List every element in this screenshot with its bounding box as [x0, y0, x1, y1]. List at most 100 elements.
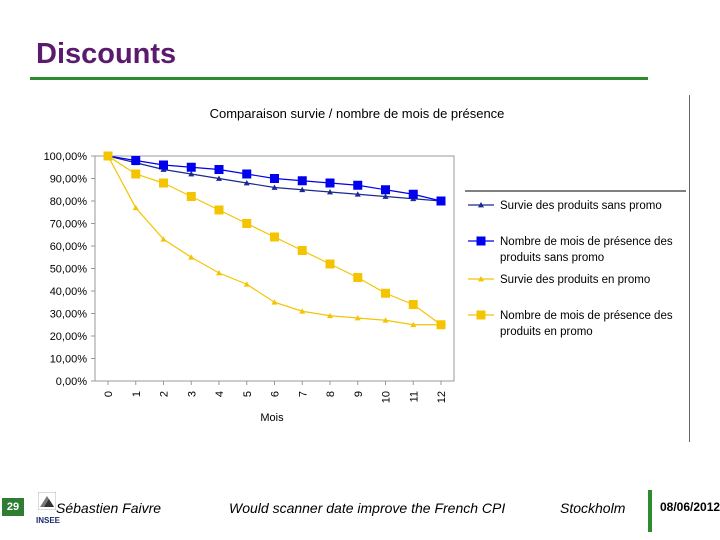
legend-label: produits sans promo [500, 252, 604, 264]
y-tick-label: 60,00% [50, 241, 88, 253]
series-point [160, 236, 167, 242]
x-tick-label: 7 [297, 391, 309, 397]
y-tick-label: 100,00% [44, 151, 88, 163]
series-point [159, 160, 168, 170]
series-point [478, 202, 484, 208]
y-tick-label: 70,00% [50, 219, 88, 231]
series-point [132, 204, 139, 211]
x-tick-label: 4 [214, 391, 226, 397]
series-point [131, 169, 141, 179]
series-point [325, 178, 335, 188]
series-point [186, 162, 196, 172]
footer-date: 08/06/2012 [660, 500, 720, 514]
series-point [270, 232, 279, 242]
y-tick-label: 90,00% [50, 174, 88, 186]
series-point [186, 192, 196, 201]
insee-logo: INSEE [36, 492, 61, 532]
series-point [297, 176, 307, 186]
y-tick-label: 50,00% [50, 264, 88, 276]
y-tick-label: 20,00% [50, 331, 88, 343]
footer-author: Sébastien Faivre [56, 500, 162, 516]
series-point [270, 174, 279, 183]
legend-label: Survie des produits sans promo [500, 200, 662, 212]
series-point [381, 185, 390, 195]
footer-presentation: Would scanner date improve the French CP… [229, 500, 506, 516]
y-tick-label: 30,00% [50, 309, 88, 321]
legend-entry: Survie des produits en promo [468, 274, 650, 286]
series-point [327, 312, 333, 319]
legend-entry: Nombre de mois de présence des produits e… [468, 310, 673, 338]
x-tick-label: 5 [242, 391, 254, 397]
series-point [271, 184, 278, 190]
series-point [216, 270, 222, 276]
series-point [188, 171, 195, 177]
y-tick-label: 0,00% [56, 376, 87, 388]
y-axis: 0,00% 10,00% 20,00% 30,00% 40,00% 50,00% 60,00… [44, 151, 95, 388]
series-point [381, 288, 390, 298]
legend-label: Survie des produits en promo [500, 274, 650, 286]
series-point [216, 175, 222, 181]
series-point [353, 180, 363, 190]
series-point [382, 317, 389, 323]
legend-label: Nombre de mois de présence des [500, 310, 673, 322]
series-point [214, 165, 224, 174]
series-point [382, 193, 389, 199]
x-tick-label: 10 [381, 391, 393, 403]
series-point [408, 189, 418, 199]
series-point [131, 156, 141, 165]
series-point [242, 219, 252, 228]
x-axis-label: Mois [260, 412, 284, 424]
y-tick-label: 10,00% [50, 354, 88, 366]
x-tick-label: 2 [159, 391, 171, 397]
series-point [476, 310, 486, 320]
series-point [354, 315, 361, 321]
x-tick-label: 6 [270, 391, 282, 397]
series-point [299, 308, 306, 314]
right-divider [689, 95, 690, 442]
y-tick-label: 80,00% [50, 196, 88, 208]
series-3 [103, 151, 446, 330]
title-divider [30, 77, 648, 80]
x-tick-label: 1 [131, 391, 143, 397]
series-point [299, 186, 306, 193]
x-tick-label: 9 [353, 391, 365, 397]
series-point [354, 191, 361, 197]
chart-legend: Survie des produits sans promo Nombre de … [468, 200, 673, 338]
series-point [214, 205, 224, 215]
legend-label: produits en promo [500, 326, 593, 338]
series-point [353, 273, 363, 282]
insee-logo-text: INSEE [36, 516, 61, 525]
x-tick-label: 0 [103, 391, 115, 397]
series-point [476, 236, 486, 246]
plot-area [94, 155, 455, 382]
footer-location: Stockholm [560, 500, 626, 516]
series-point [410, 321, 417, 328]
series-point [242, 169, 252, 179]
slide-title: Discounts [36, 38, 177, 70]
series-point [243, 281, 250, 287]
series-point [188, 254, 195, 260]
series-point [436, 196, 446, 206]
series-point [436, 320, 446, 330]
footer-divider [648, 490, 652, 532]
page-number: 29 [2, 498, 24, 516]
chart-title: Comparaison survie / nombre de mois de p… [210, 106, 505, 121]
series-layer [103, 151, 446, 330]
series-point [478, 276, 484, 282]
legend-entry: Nombre de mois de présence des produits s… [468, 236, 673, 264]
series-point [297, 246, 307, 255]
x-tick-label: 11 [408, 391, 420, 402]
series-point [271, 299, 278, 305]
y-tick-label: 40,00% [50, 286, 88, 298]
x-tick-label: 12 [436, 391, 448, 403]
series-point [159, 178, 168, 188]
series-1 [103, 151, 446, 206]
x-tick-label: 3 [186, 391, 198, 397]
legend-label: Nombre de mois de présence des [500, 236, 673, 248]
x-tick-label: 8 [325, 391, 337, 397]
legend-entry: Survie des produits sans promo [468, 200, 662, 212]
insee-logo-icon [38, 492, 56, 510]
series-point [327, 189, 333, 195]
series-point [243, 180, 250, 186]
